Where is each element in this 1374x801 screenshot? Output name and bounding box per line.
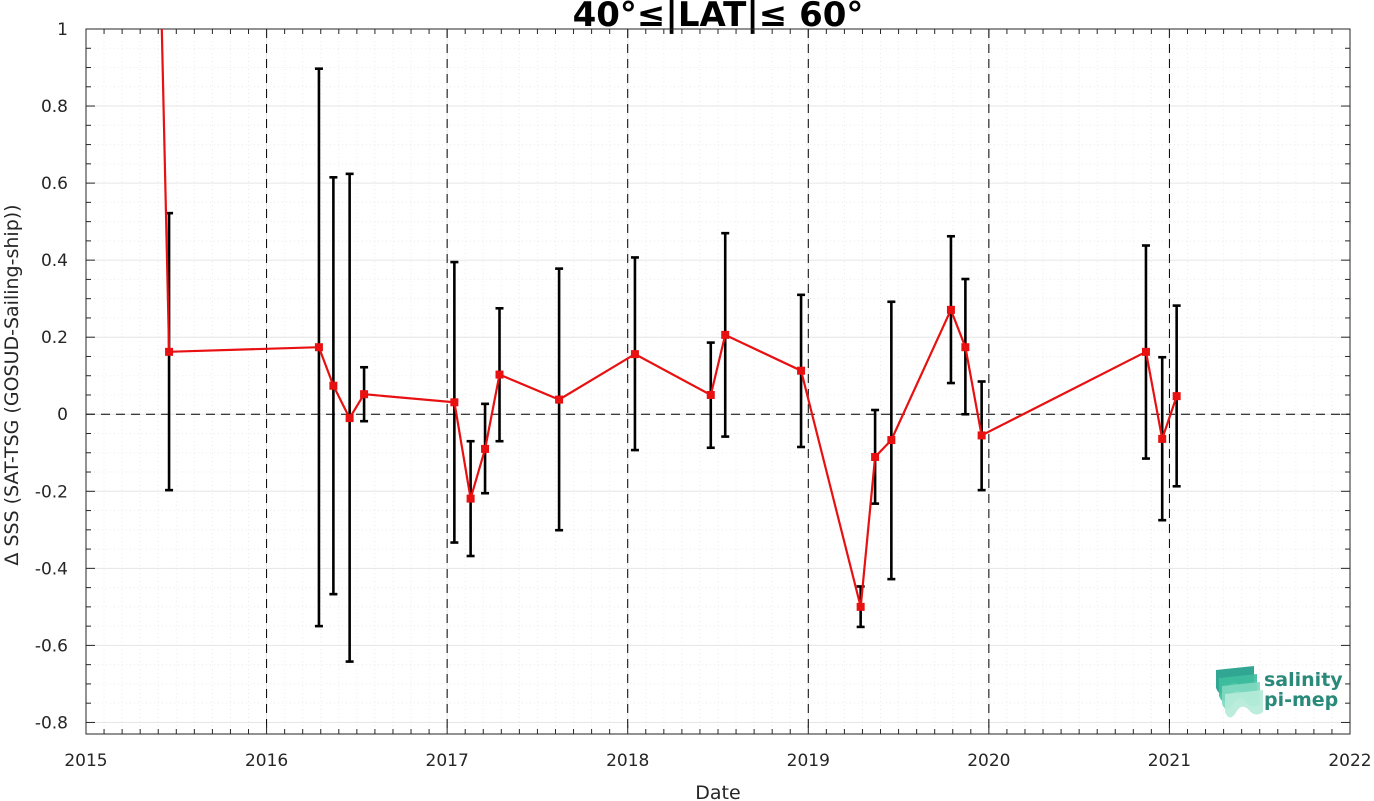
data-point-marker	[345, 414, 354, 423]
data-point-marker	[450, 398, 459, 407]
x-tick-label: 2019	[787, 751, 830, 771]
x-tick-label: 2016	[245, 751, 288, 771]
series-line	[160, 28, 1178, 608]
data-markers	[165, 305, 1181, 611]
y-tick-label: -0.4	[35, 559, 68, 579]
data-point-marker	[495, 370, 504, 379]
data-point-marker	[961, 343, 970, 352]
y-tick-label: -0.2	[35, 482, 68, 502]
y-tick-label: 0.8	[41, 97, 68, 117]
logo-text-line1: salinity	[1264, 669, 1343, 691]
data-point-marker	[165, 347, 174, 356]
y-tick-label: 0.2	[41, 328, 68, 348]
y-tick-label: 0.4	[41, 251, 68, 271]
y-tick-label: 1	[57, 20, 68, 40]
logo-wave-mark	[1216, 666, 1263, 718]
data-point-marker	[946, 305, 955, 314]
data-point-marker	[555, 395, 564, 404]
x-tick-label: 2020	[967, 751, 1010, 771]
data-point-marker	[466, 494, 475, 503]
y-tick-label: -0.8	[35, 713, 68, 733]
data-point-marker	[856, 602, 865, 611]
y-tick-label: 0	[57, 405, 68, 425]
logo-wave-layer	[1225, 690, 1263, 718]
year-dividers	[266, 29, 1170, 734]
x-tick-label: 2018	[606, 751, 649, 771]
x-tick-label: 2015	[64, 751, 107, 771]
data-point-marker	[977, 431, 986, 440]
data-point-marker	[314, 343, 323, 352]
y-tick-label: 0.6	[41, 174, 68, 194]
data-point-marker	[871, 453, 880, 462]
data-point-marker	[329, 381, 338, 390]
x-tick-label: 2017	[426, 751, 469, 771]
y-tick-labels: 1 0.8 0.6 0.4 0.2 0 -0.2 -0.4 -0.6 -0.8	[35, 20, 68, 733]
salinity-pi-mep-logo: salinity pi-mep	[1216, 666, 1343, 718]
x-tick-labels: 2015 2016 2017 2018 2019 2020 2021 2022	[64, 751, 1371, 771]
data-point-marker	[1158, 434, 1167, 443]
data-point-marker	[481, 444, 490, 453]
data-point-marker	[887, 436, 896, 445]
y-axis-label: Δ SSS (SAT-TSG (GOSUD-Sailing-ship))	[1, 204, 23, 565]
x-tick-label: 2022	[1328, 751, 1371, 771]
error-bars	[165, 67, 1181, 663]
data-point-marker	[630, 350, 639, 359]
x-tick-label: 2021	[1148, 751, 1191, 771]
axis-ticks	[85, 28, 1351, 734]
y-tick-label: -0.6	[35, 636, 68, 656]
data-point-marker	[797, 366, 806, 375]
data-point-marker	[360, 390, 369, 399]
data-point-marker	[1172, 392, 1181, 401]
grid	[85, 28, 1351, 734]
data-point-marker	[1141, 347, 1150, 356]
data-point-marker	[706, 390, 715, 399]
logo-text-line2: pi-mep	[1264, 689, 1338, 711]
x-axis-label: Date	[695, 782, 740, 801]
data-point-marker	[721, 330, 730, 339]
